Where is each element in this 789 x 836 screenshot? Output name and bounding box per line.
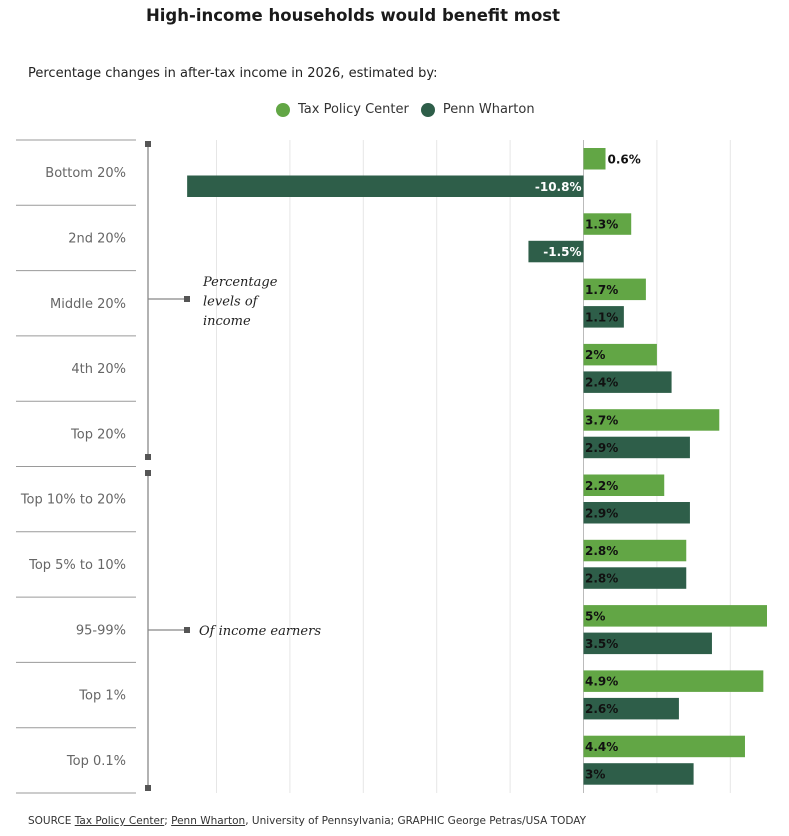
bar-penn-wharton-top-20: [583, 436, 690, 459]
legend-label-tax-policy-center: Tax Policy Center: [298, 102, 409, 117]
legend-item-tax-policy-center: Tax Policy Center: [276, 102, 409, 117]
income-earners-bracket-cap-top: [145, 470, 151, 476]
legend: Tax Policy Center Penn Wharton: [276, 102, 547, 117]
income-levels-bracket-cap-bottom: [145, 454, 151, 460]
data-label-tax-policy-center-middle-20: 1.7%: [585, 283, 618, 297]
data-label-tax-policy-center-top-0-1: 4.4%: [585, 740, 618, 754]
income-levels-pointer-end: [184, 296, 190, 302]
annotation-income-levels-line: income: [203, 314, 251, 329]
category-label-2nd-20: 2nd 20%: [68, 231, 126, 246]
category-label-top-5-to-10: Top 5% to 10%: [28, 558, 126, 573]
legend-swatch-tax-policy-center: [276, 102, 290, 117]
legend-swatch-penn-wharton: [420, 102, 435, 117]
bar-tax-policy-center-bottom-20: [583, 148, 606, 170]
annotation-income-levels-line: levels of: [203, 295, 260, 310]
category-label-top-20: Top 20%: [70, 427, 126, 442]
data-label-penn-wharton-bottom-20: -10.8%: [535, 180, 582, 194]
data-label-tax-policy-center-top-5-to-10: 2.8%: [585, 544, 618, 558]
category-label-top-0-1: Top 0.1%: [66, 754, 126, 769]
data-label-penn-wharton-top-10-to-20: 2.9%: [585, 506, 618, 520]
chart-subtitle: Percentage changes in after-tax income i…: [28, 66, 438, 81]
data-label-penn-wharton-2nd-20: -1.5%: [543, 245, 581, 259]
source-separator: ;: [164, 815, 172, 827]
category-label-4th-20: 4th 20%: [71, 362, 126, 377]
bar-tax-policy-center-top-0-1: [583, 735, 745, 758]
bar-tax-policy-center-top-5-to-10: [583, 539, 687, 562]
bar-penn-wharton-top-1: [583, 697, 679, 720]
source-line: SOURCE Tax Policy Center; Penn Wharton, …: [28, 815, 586, 827]
bar-penn-wharton-top-10-to-20: [583, 502, 690, 524]
bar-tax-policy-center-2nd-20: [583, 213, 632, 235]
bar-tax-policy-center-middle-20: [583, 278, 646, 301]
data-label-tax-policy-center-2nd-20: 1.3%: [585, 218, 618, 232]
data-label-penn-wharton-95-99: 3.5%: [585, 637, 618, 651]
annotation-income-earners: Of income earners: [199, 624, 321, 639]
bar-penn-wharton-2nd-20: [528, 240, 584, 263]
bar-tax-policy-center-top-1: [583, 670, 764, 692]
bar-tax-policy-center-top-10-to-20: [583, 474, 665, 496]
category-label-middle-20: Middle 20%: [50, 297, 126, 312]
legend-item-penn-wharton: Penn Wharton: [420, 102, 535, 117]
chart-title: High-income households would benefit mos…: [145, 6, 561, 25]
data-label-penn-wharton-middle-20: 1.1%: [585, 310, 618, 324]
category-label-top-1: Top 1%: [78, 689, 126, 704]
data-label-tax-policy-center-top-1: 4.9%: [585, 675, 618, 689]
category-label-95-99: 95-99%: [76, 623, 126, 638]
data-label-penn-wharton-4th-20: 2.4%: [585, 376, 618, 390]
bar-tax-policy-center-top-20: [583, 409, 720, 431]
source-link-penn-wharton[interactable]: Penn Wharton: [171, 815, 246, 827]
bar-penn-wharton-middle-20: [583, 306, 624, 328]
data-label-penn-wharton-top-5-to-10: 2.8%: [585, 572, 618, 586]
data-label-penn-wharton-top-20: 2.9%: [585, 441, 618, 455]
data-label-tax-policy-center-bottom-20: 0.6%: [608, 152, 641, 166]
category-label-top-10-to-20: Top 10% to 20%: [20, 493, 126, 508]
bar-penn-wharton-top-5-to-10: [583, 567, 687, 589]
data-label-penn-wharton-top-1: 2.6%: [585, 702, 618, 716]
income-earners-bracket-cap-bottom: [145, 785, 151, 791]
source-link-tax-policy-center[interactable]: Tax Policy Center: [74, 815, 165, 827]
bar-tax-policy-center-4th-20: [583, 343, 657, 366]
annotation-income-levels-line: Percentage: [202, 275, 278, 290]
bar-chart: Bottom 20% 2nd 20% Middle 20% 4th 20% Top 20…: [16, 139, 767, 794]
bar-penn-wharton-95-99: [583, 632, 712, 655]
bar-penn-wharton-bottom-20: [187, 175, 584, 197]
category-label-bottom-20: Bottom 20%: [45, 166, 126, 181]
data-label-tax-policy-center-top-20: 3.7%: [585, 413, 618, 427]
data-label-tax-policy-center-top-10-to-20: 2.2%: [585, 479, 618, 493]
legend-label-penn-wharton: Penn Wharton: [442, 102, 535, 117]
source-prefix: SOURCE: [28, 815, 75, 827]
bar-penn-wharton-4th-20: [583, 371, 672, 393]
bar-penn-wharton-top-0-1: [583, 763, 694, 785]
income-levels-bracket-cap-top: [145, 141, 151, 147]
data-label-tax-policy-center-4th-20: 2%: [585, 348, 605, 362]
source-rest: , University of Pennsylvania; GRAPHIC Ge…: [245, 815, 587, 827]
income-earners-pointer-end: [184, 627, 190, 633]
bar-tax-policy-center-95-99: [583, 605, 767, 627]
data-label-tax-policy-center-95-99: 5%: [585, 609, 605, 623]
data-label-penn-wharton-top-0-1: 3%: [585, 767, 605, 781]
